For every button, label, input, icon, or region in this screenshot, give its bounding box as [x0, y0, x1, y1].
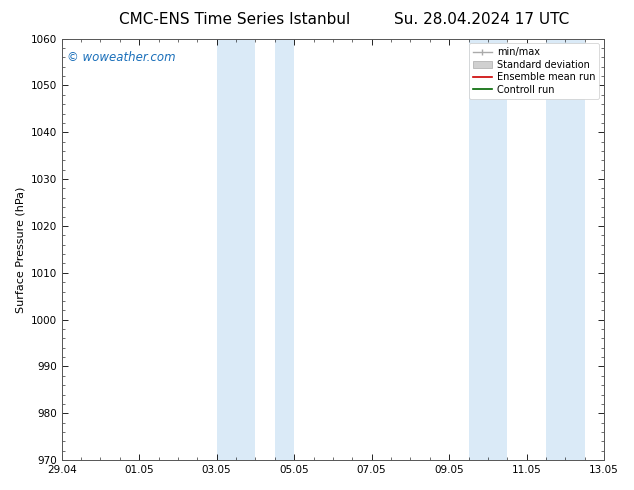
Bar — [217, 39, 256, 460]
Text: Su. 28.04.2024 17 UTC: Su. 28.04.2024 17 UTC — [394, 12, 569, 27]
Bar — [546, 39, 585, 460]
Text: © woweather.com: © woweather.com — [67, 51, 176, 64]
Bar — [275, 39, 294, 460]
Legend: min/max, Standard deviation, Ensemble mean run, Controll run: min/max, Standard deviation, Ensemble me… — [469, 44, 599, 98]
Y-axis label: Surface Pressure (hPa): Surface Pressure (hPa) — [15, 186, 25, 313]
Text: CMC-ENS Time Series Istanbul: CMC-ENS Time Series Istanbul — [119, 12, 350, 27]
Bar — [469, 39, 507, 460]
